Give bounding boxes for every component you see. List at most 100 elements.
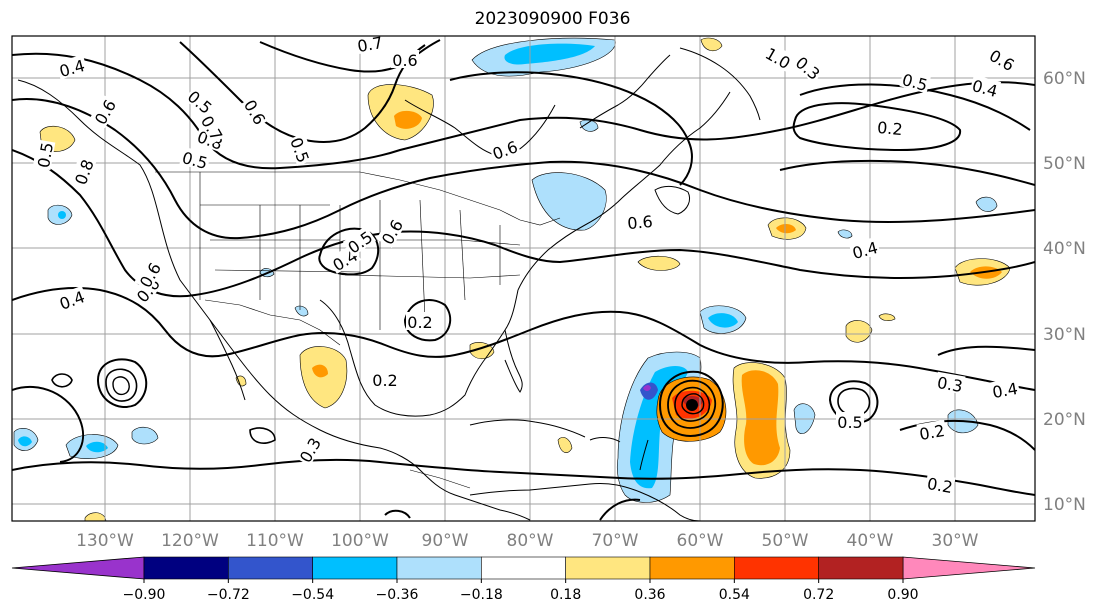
us-mexico-border (204, 299, 341, 346)
south-america-coast (469, 483, 701, 521)
contour-label: 0.5 (34, 141, 57, 169)
contour-line (259, 39, 441, 73)
colorbar-segment (649, 556, 735, 580)
contour-label-background (55, 54, 88, 80)
contour-label-background (376, 214, 406, 249)
greenland-coast (679, 47, 761, 121)
negative-anomaly-core (86, 441, 108, 453)
colorbar-tick-labels: −0.90 −0.72 −0.54 −0.36 −0.18 0.18 0.36 0.54 0.7… (123, 587, 919, 603)
contour-label: 0.2 (918, 421, 946, 444)
negative-anomaly-region (837, 229, 853, 239)
contour-label-layer: 0.40.80.60.70.60.50.80.5 0.61.00.30.20.60… (32, 36, 1021, 497)
contour-label: 0.5 (837, 413, 862, 432)
latitude-tick-label: 50°N (1043, 154, 1086, 174)
colorbar-tick-label: 0.90 (887, 587, 918, 603)
colorbar-segment (481, 556, 566, 580)
contour-line (667, 379, 717, 429)
positive-anomaly-core (741, 370, 780, 466)
positive-anomaly-region (299, 346, 348, 409)
colorbar-tick-label: 0.36 (634, 587, 665, 603)
contour-line (658, 370, 724, 437)
state-border (344, 274, 521, 279)
baja (209, 319, 246, 401)
longitude-tick-label: 50°W (762, 531, 809, 551)
contour-line (12, 52, 1035, 170)
contour-label: 0.3 (936, 373, 964, 396)
contour-label-background (488, 135, 521, 163)
positive-anomaly-core (312, 364, 328, 378)
colorbar-tick-label: −0.54 (291, 587, 334, 603)
colorbar-tick-label: −0.72 (207, 587, 250, 603)
contour-label-background (32, 139, 56, 171)
lesser-antilles (639, 439, 649, 471)
contour-label: 0.2 (407, 313, 432, 332)
contour-line (96, 358, 148, 408)
contour-label-background (294, 432, 324, 467)
negative-anomaly-core (58, 211, 66, 219)
contour-label-background (989, 377, 1021, 401)
storm-center-marker (686, 399, 698, 411)
latitude-tick-label: 10°N (1043, 495, 1086, 515)
contour-line (112, 376, 130, 396)
north-america-coast (17, 79, 531, 521)
contour-label: 0.4 (57, 56, 87, 81)
contour-label: 0.2 (876, 118, 903, 139)
negative-anomaly-extreme (643, 385, 651, 391)
contour-label: 0.4 (850, 238, 880, 263)
contour-line (12, 385, 85, 463)
negative-anomaly-core (504, 43, 595, 65)
positive-anomaly-region (557, 437, 573, 453)
contour-line (51, 373, 73, 388)
contour-label-background (848, 236, 881, 262)
border-layer (155, 171, 561, 489)
colorbar-tick-label: 0.72 (803, 587, 834, 603)
longitude-tick-label: 30°W (932, 531, 979, 551)
contour-line (249, 427, 276, 444)
contour-line (799, 83, 1031, 131)
east-coast (517, 91, 731, 291)
contour-line (681, 393, 705, 415)
contour-label: 0.5 (180, 148, 210, 173)
positive-anomaly-region (700, 37, 723, 52)
contour-label-background (134, 257, 164, 292)
contour-label: 0.6 (91, 96, 120, 128)
negative-anomaly-core (18, 436, 32, 447)
contour-label: 0.6 (392, 51, 417, 70)
longitude-labels: 130°W 120°W 110°W 100°W 90°W 80°W 70°W 60°W 50°W… (76, 531, 979, 551)
contour-line (318, 227, 380, 276)
contour-label-background (287, 133, 315, 166)
negative-anomaly-region (131, 426, 159, 445)
contour-label-background (69, 155, 97, 188)
coastline-layer (17, 47, 761, 521)
labrador-coast (579, 54, 671, 129)
longitude-tick-label: 120°W (161, 531, 219, 551)
contour-label-background (761, 42, 796, 72)
contour-label-background (342, 225, 377, 257)
contour-label-background (179, 146, 212, 172)
longitude-tick-label: 130°W (76, 531, 134, 551)
newfoundland (654, 185, 691, 215)
negative-anomaly-core (708, 313, 738, 328)
colorbar-segment (312, 556, 398, 580)
positive-anomaly-region (637, 255, 681, 271)
us-canada-border (155, 171, 561, 226)
contour-label: 0.4 (970, 76, 1000, 101)
longitude-tick-label: 40°W (847, 531, 894, 551)
contour-label-background (924, 472, 956, 496)
contour-label: 0.3 (792, 53, 824, 84)
longitude-tick-label: 110°W (246, 531, 304, 551)
contour-line (937, 345, 1035, 356)
contour-label-background (899, 68, 932, 94)
shading-layer (13, 37, 1011, 521)
contour-label: 0.6 (240, 96, 269, 128)
colorbar-extend-max (902, 556, 1036, 580)
positive-anomaly-region (845, 320, 873, 343)
colorbar-segment (143, 556, 229, 580)
latitude-labels: 60°N 50°N 40°N 30°N 20°N 10°N (1043, 69, 1086, 515)
longitude-tick-label: 100°W (331, 531, 389, 551)
colorbar (11, 556, 1036, 583)
colorbar-segment (818, 556, 904, 580)
longitude-tick-label: 80°W (507, 531, 554, 551)
contour-label-background (354, 36, 386, 55)
